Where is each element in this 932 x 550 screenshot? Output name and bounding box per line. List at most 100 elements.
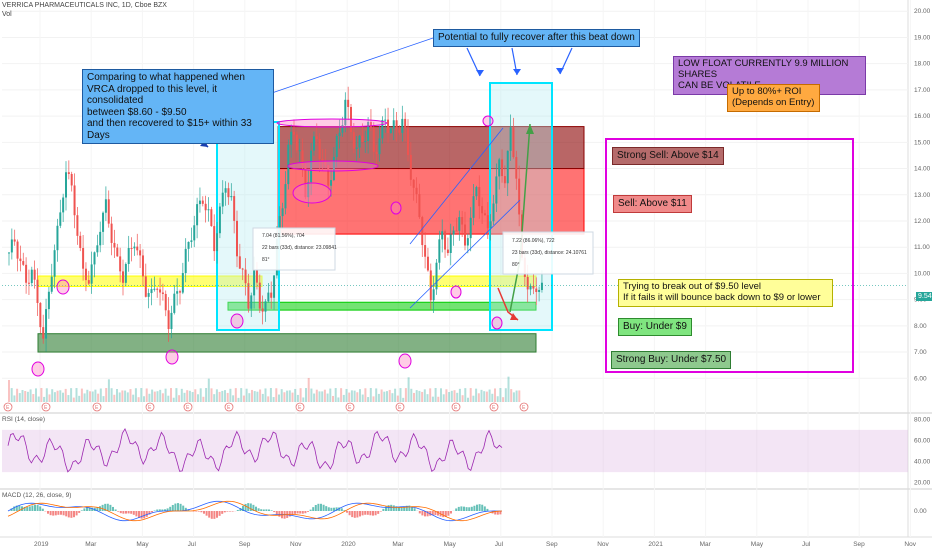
volume-bar <box>113 394 116 402</box>
volume-bar <box>221 390 224 402</box>
volume-bar <box>26 391 29 402</box>
candle-body <box>39 302 42 328</box>
price-tick-label: 7.00 <box>914 349 927 356</box>
highlight-ellipse <box>491 316 503 330</box>
potential-pointer-arrowhead <box>513 69 521 75</box>
macd-histogram-bar <box>346 511 348 513</box>
earnings-marker <box>224 402 234 412</box>
volume-bar <box>99 388 102 402</box>
macd-histogram-bar <box>317 503 320 511</box>
macd-histogram-bar <box>135 511 138 517</box>
macd-histogram-bar <box>62 511 65 516</box>
candle-body <box>76 215 79 236</box>
macd-histogram-bar <box>398 506 400 511</box>
macd-label: MACD (12, 26, close, 9) <box>2 492 72 499</box>
measure-right-line: 80° <box>512 262 520 268</box>
candle-body <box>224 188 227 193</box>
highlight-ellipse <box>398 353 412 369</box>
price-tick-label: 6.00 <box>914 375 927 382</box>
volume-bar <box>326 393 329 402</box>
macd-signal-line <box>7 500 503 522</box>
candle-body <box>136 246 139 251</box>
macd-histogram-bar <box>177 503 179 511</box>
volume-bar <box>210 388 213 402</box>
volume-bar <box>399 388 402 402</box>
macd-histogram-bar <box>41 508 44 511</box>
volume-bar <box>180 388 183 402</box>
candle-body <box>273 275 276 298</box>
volume-bar <box>24 391 27 402</box>
candle-body <box>455 230 458 232</box>
candle-body <box>204 203 207 211</box>
earnings-marker <box>295 402 305 412</box>
macd-histogram-bar <box>153 510 156 511</box>
candle-body <box>144 276 147 297</box>
volume-bar <box>164 388 167 402</box>
macd-line <box>7 500 503 522</box>
macd-histogram-bar <box>338 507 341 511</box>
macd-histogram-bar <box>31 505 34 511</box>
macd-histogram-bar <box>309 509 312 511</box>
earnings-marker <box>395 402 405 412</box>
macd-histogram-bar <box>348 511 351 516</box>
candle-body <box>369 122 372 128</box>
measure-left-line: 22 bars (33d), distance: 23.09841 <box>262 245 337 251</box>
macd-histogram-bar <box>216 511 218 518</box>
macd-histogram-bar <box>210 511 213 519</box>
volume-bar <box>242 395 245 402</box>
candle-body <box>184 248 187 274</box>
earnings-marker <box>92 402 102 412</box>
macd-histogram-bar <box>179 503 182 511</box>
candle-body <box>290 131 293 145</box>
macd-histogram-bar <box>119 511 122 514</box>
macd-histogram-bar <box>385 506 387 511</box>
candle-body <box>532 285 535 289</box>
volume-bar <box>194 389 197 402</box>
price-tick-label: 18.00 <box>914 61 931 68</box>
comparison-line-3: between $8.60 - $9.50 <box>87 106 187 118</box>
volume-bar <box>294 388 297 402</box>
volume-bar <box>305 388 307 402</box>
macd-histogram-bar <box>171 504 174 511</box>
volume-bar <box>307 377 310 402</box>
volume-bar <box>386 391 388 402</box>
price-tick-label: 14.00 <box>914 166 931 173</box>
macd-histogram-bar <box>457 506 460 511</box>
candle-body <box>512 127 515 158</box>
candle-body <box>372 127 375 152</box>
macd-histogram-bar <box>236 509 239 511</box>
time-tick-label: 2021 <box>648 541 663 548</box>
volume-bar <box>261 393 264 402</box>
volume-bar <box>415 390 418 402</box>
candle-body <box>452 230 455 235</box>
volume-bar <box>278 394 280 402</box>
macd-histogram-bar <box>327 507 330 511</box>
volume-bar <box>453 390 456 402</box>
comparison-line-2: VRCA dropped to this level, it consolida… <box>87 83 218 107</box>
break-out-line-2: If it fails it will bounce back down to … <box>623 291 821 303</box>
time-tick-label: Mar <box>85 541 97 548</box>
volume-bar <box>140 388 143 402</box>
time-tick-label: Sep <box>853 541 865 548</box>
volume-bar <box>318 391 321 402</box>
volume-bar <box>437 396 440 402</box>
dark-green-support-zone <box>37 333 537 353</box>
volume-bar <box>418 390 421 402</box>
earnings-marker <box>41 402 51 412</box>
macd-histogram-bar <box>15 505 18 511</box>
candle-body <box>398 129 401 133</box>
candle-body <box>65 172 67 198</box>
candle-body <box>483 213 486 216</box>
macd-histogram-bar <box>99 506 101 511</box>
volume-bar <box>494 388 496 402</box>
candle-body <box>179 291 181 293</box>
macd-histogram-bar <box>470 506 473 511</box>
candle-body <box>201 200 204 204</box>
volume-bar <box>480 389 483 402</box>
volume-bar <box>67 395 70 402</box>
macd-histogram-bar <box>382 508 385 511</box>
volume-bar <box>283 392 286 402</box>
macd-histogram-bar <box>291 511 294 515</box>
macd-histogram-bar <box>52 511 55 516</box>
